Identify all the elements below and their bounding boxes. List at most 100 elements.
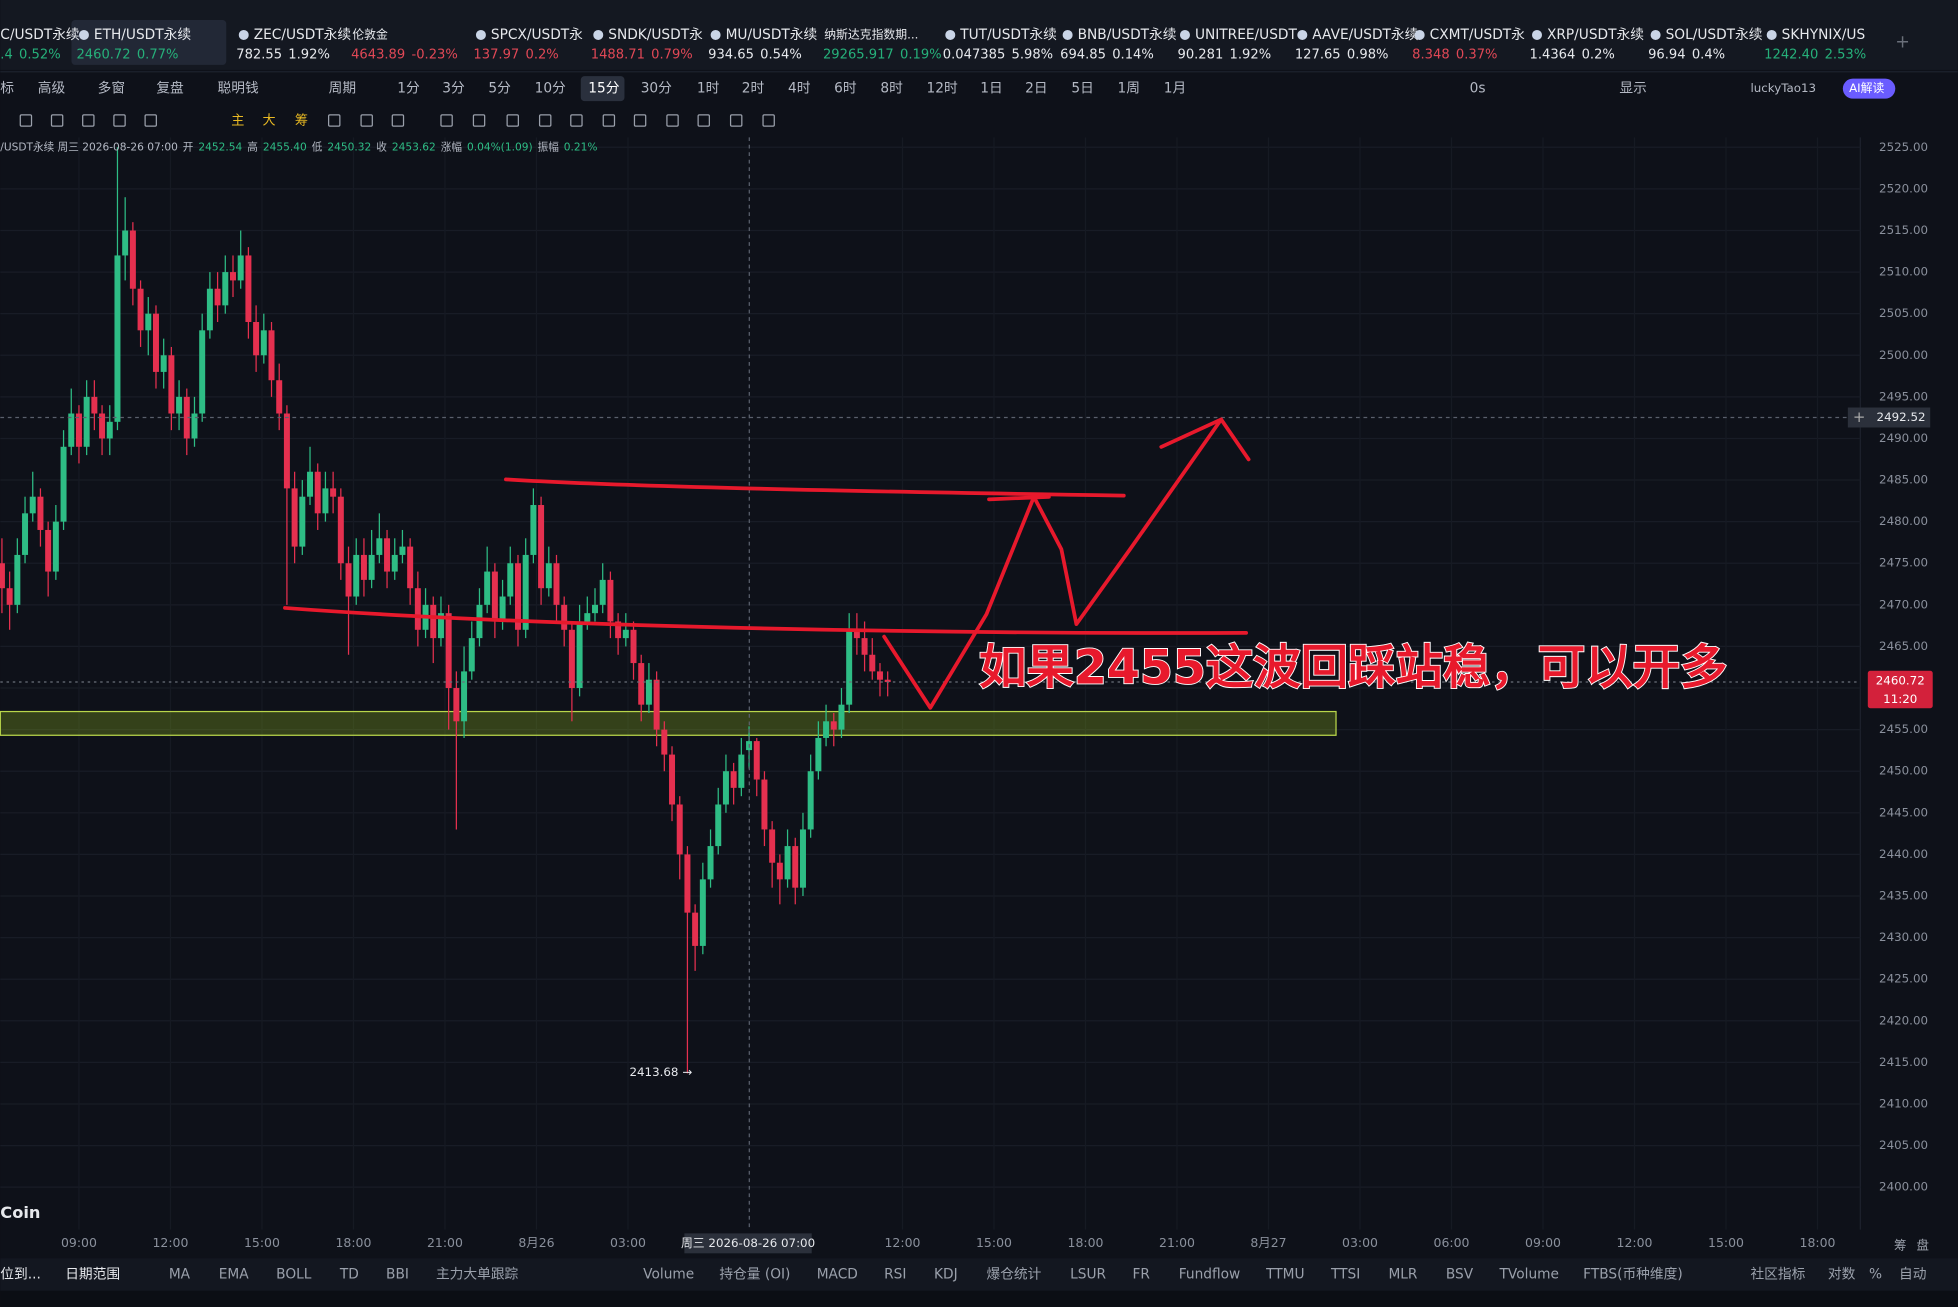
indicator-tab[interactable]: 日期范围 — [65, 1267, 120, 1283]
tool-icon[interactable] — [697, 114, 710, 127]
candle-body — [14, 554, 21, 605]
ticker-change: 5.98% — [1012, 47, 1054, 62]
candle-body — [661, 729, 668, 755]
indicator-tab[interactable]: FR — [1133, 1267, 1151, 1283]
toolbar-item[interactable]: 30分 — [641, 81, 672, 97]
tool-icon[interactable] — [391, 114, 405, 127]
toolbar-item[interactable]: 聪明钱 — [218, 81, 259, 97]
active-ticker — [71, 19, 227, 65]
toolbar-item[interactable]: 1分 — [397, 81, 420, 97]
indicator-tab[interactable]: FTBS(币种维度) — [1583, 1267, 1682, 1283]
y-tick-label: 2410.00 — [1879, 1096, 1928, 1110]
toolbar-item[interactable]: 1日 — [980, 81, 1002, 97]
indicator-tab[interactable]: TVolume — [1499, 1267, 1559, 1283]
drawing-tool[interactable]: 筹 — [295, 112, 308, 129]
tool-icon[interactable] — [762, 114, 775, 127]
toolbar-item[interactable]: 高级 — [38, 80, 66, 97]
indicator-tab[interactable]: RSI — [884, 1267, 906, 1283]
indicator-tab[interactable]: 自动 — [1899, 1267, 1926, 1283]
toolbar-item[interactable]: 周期 — [329, 81, 356, 97]
toolbar-item[interactable]: 3分 — [442, 81, 465, 97]
indicator-tab[interactable]: TD — [339, 1267, 359, 1283]
indicator-tab[interactable]: % — [1869, 1267, 1882, 1283]
ai-button[interactable] — [1842, 78, 1896, 99]
drawing-tool[interactable]: 主 — [231, 113, 244, 129]
indicator-tab[interactable]: 主力大单跟踪 — [436, 1267, 519, 1283]
last-price-tag — [1867, 670, 1933, 709]
toolbar-item[interactable]: 1月 — [1164, 81, 1186, 97]
tool-icon[interactable] — [729, 114, 743, 127]
candle-body — [407, 546, 414, 589]
drawing-tool[interactable]: 大 — [262, 113, 275, 129]
toolbar-item[interactable]: 1时 — [697, 81, 720, 97]
indicator-tab[interactable]: 持仓量 (OI) — [719, 1267, 790, 1283]
indicator-tab[interactable]: Fundflow — [1179, 1267, 1241, 1283]
tool-icon[interactable] — [82, 114, 95, 127]
indicator-tab[interactable]: TTSI — [1330, 1267, 1360, 1283]
ticker-icon — [1650, 29, 1661, 40]
toolbar-right-item[interactable]: luckyTao13 — [1750, 81, 1816, 95]
toolbar-item[interactable]: 多窗 — [98, 80, 125, 97]
indicator-tab[interactable]: KDJ — [934, 1267, 958, 1283]
toolbar-right-item[interactable]: 显示 — [1619, 81, 1646, 97]
indicator-tab[interactable]: Volume — [643, 1267, 694, 1283]
ticker-icon — [1062, 29, 1073, 40]
tool-icon[interactable] — [602, 114, 616, 127]
tool-icon[interactable] — [19, 114, 33, 127]
ticker-price: 4643.89 — [351, 47, 405, 62]
candle-body — [360, 554, 367, 580]
indicator-tab[interactable]: 爆仓统计 — [986, 1267, 1041, 1283]
toolbar-item[interactable]: 6时 — [834, 81, 857, 97]
tool-icon[interactable] — [113, 114, 126, 127]
toolbar-item[interactable]: 4时 — [788, 81, 811, 97]
candle-body — [214, 288, 221, 306]
toolbar-item[interactable]: 1周 — [1118, 81, 1140, 97]
toolbar-item[interactable]: 2日 — [1025, 81, 1047, 97]
tool-icon[interactable] — [633, 114, 647, 127]
tool-icon[interactable] — [360, 114, 373, 127]
tool-icon[interactable] — [144, 114, 157, 127]
tool-icon[interactable] — [327, 114, 341, 127]
toolbar-item[interactable]: 15分 — [588, 81, 619, 97]
axis-side-button[interactable]: 筹 — [1894, 1237, 1906, 1252]
indicator-tab[interactable]: 位到... — [0, 1267, 41, 1283]
indicator-tab[interactable]: TTMU — [1265, 1267, 1304, 1283]
tool-icon[interactable] — [50, 114, 64, 127]
indicator-tab[interactable]: LSUR — [1070, 1267, 1106, 1283]
toolbar-item[interactable]: 8时 — [880, 81, 903, 97]
toolbar-item[interactable]: 12时 — [927, 81, 958, 97]
tool-icon[interactable] — [538, 114, 552, 127]
ticker-price: 782.55 — [236, 47, 282, 62]
indicator-tab[interactable]: 对数 — [1828, 1267, 1856, 1283]
candle-body — [730, 771, 737, 788]
indicator-tab[interactable]: BOLL — [276, 1267, 312, 1283]
toolbar-item[interactable]: 复盘 — [156, 80, 184, 97]
indicator-tab[interactable]: BSV — [1446, 1267, 1474, 1283]
axis-side-button[interactable]: 盘 — [1916, 1237, 1928, 1252]
tool-icon[interactable] — [506, 114, 519, 127]
ticker-change: 2.53% — [1825, 47, 1867, 62]
y-tick-label: 2525.00 — [1879, 140, 1928, 154]
indicator-tab[interactable]: MACD — [817, 1267, 858, 1283]
indicator-tab[interactable]: EMA — [219, 1267, 250, 1283]
indicator-tab[interactable]: BBI — [386, 1267, 409, 1283]
toolbar-item[interactable]: 标 — [0, 81, 14, 97]
indicator-tab[interactable]: MLR — [1388, 1267, 1417, 1283]
candle-body — [499, 596, 506, 622]
ticker-icon — [593, 29, 604, 40]
tool-icon[interactable] — [666, 114, 679, 127]
ticker-name: AAVE/USDT永续 — [1312, 27, 1418, 43]
tool-icon[interactable] — [570, 114, 583, 127]
indicator-tab[interactable]: 社区指标 — [1750, 1267, 1805, 1283]
tool-icon[interactable] — [440, 114, 453, 127]
toolbar-item[interactable]: 5分 — [488, 81, 511, 97]
ticker-icon — [78, 29, 89, 40]
ohlc-info-part: 2455.40 — [263, 140, 307, 153]
toolbar-item[interactable]: 10分 — [535, 81, 566, 97]
toolbar-right-item[interactable]: 0s — [1470, 81, 1486, 97]
toolbar-item[interactable]: 2时 — [742, 81, 765, 97]
indicator-tab[interactable]: MA — [169, 1267, 191, 1283]
tool-icon[interactable] — [472, 114, 486, 127]
toolbar-item[interactable]: 5日 — [1071, 81, 1093, 97]
toolbar-right-item[interactable]: AI解读 — [1849, 81, 1884, 95]
